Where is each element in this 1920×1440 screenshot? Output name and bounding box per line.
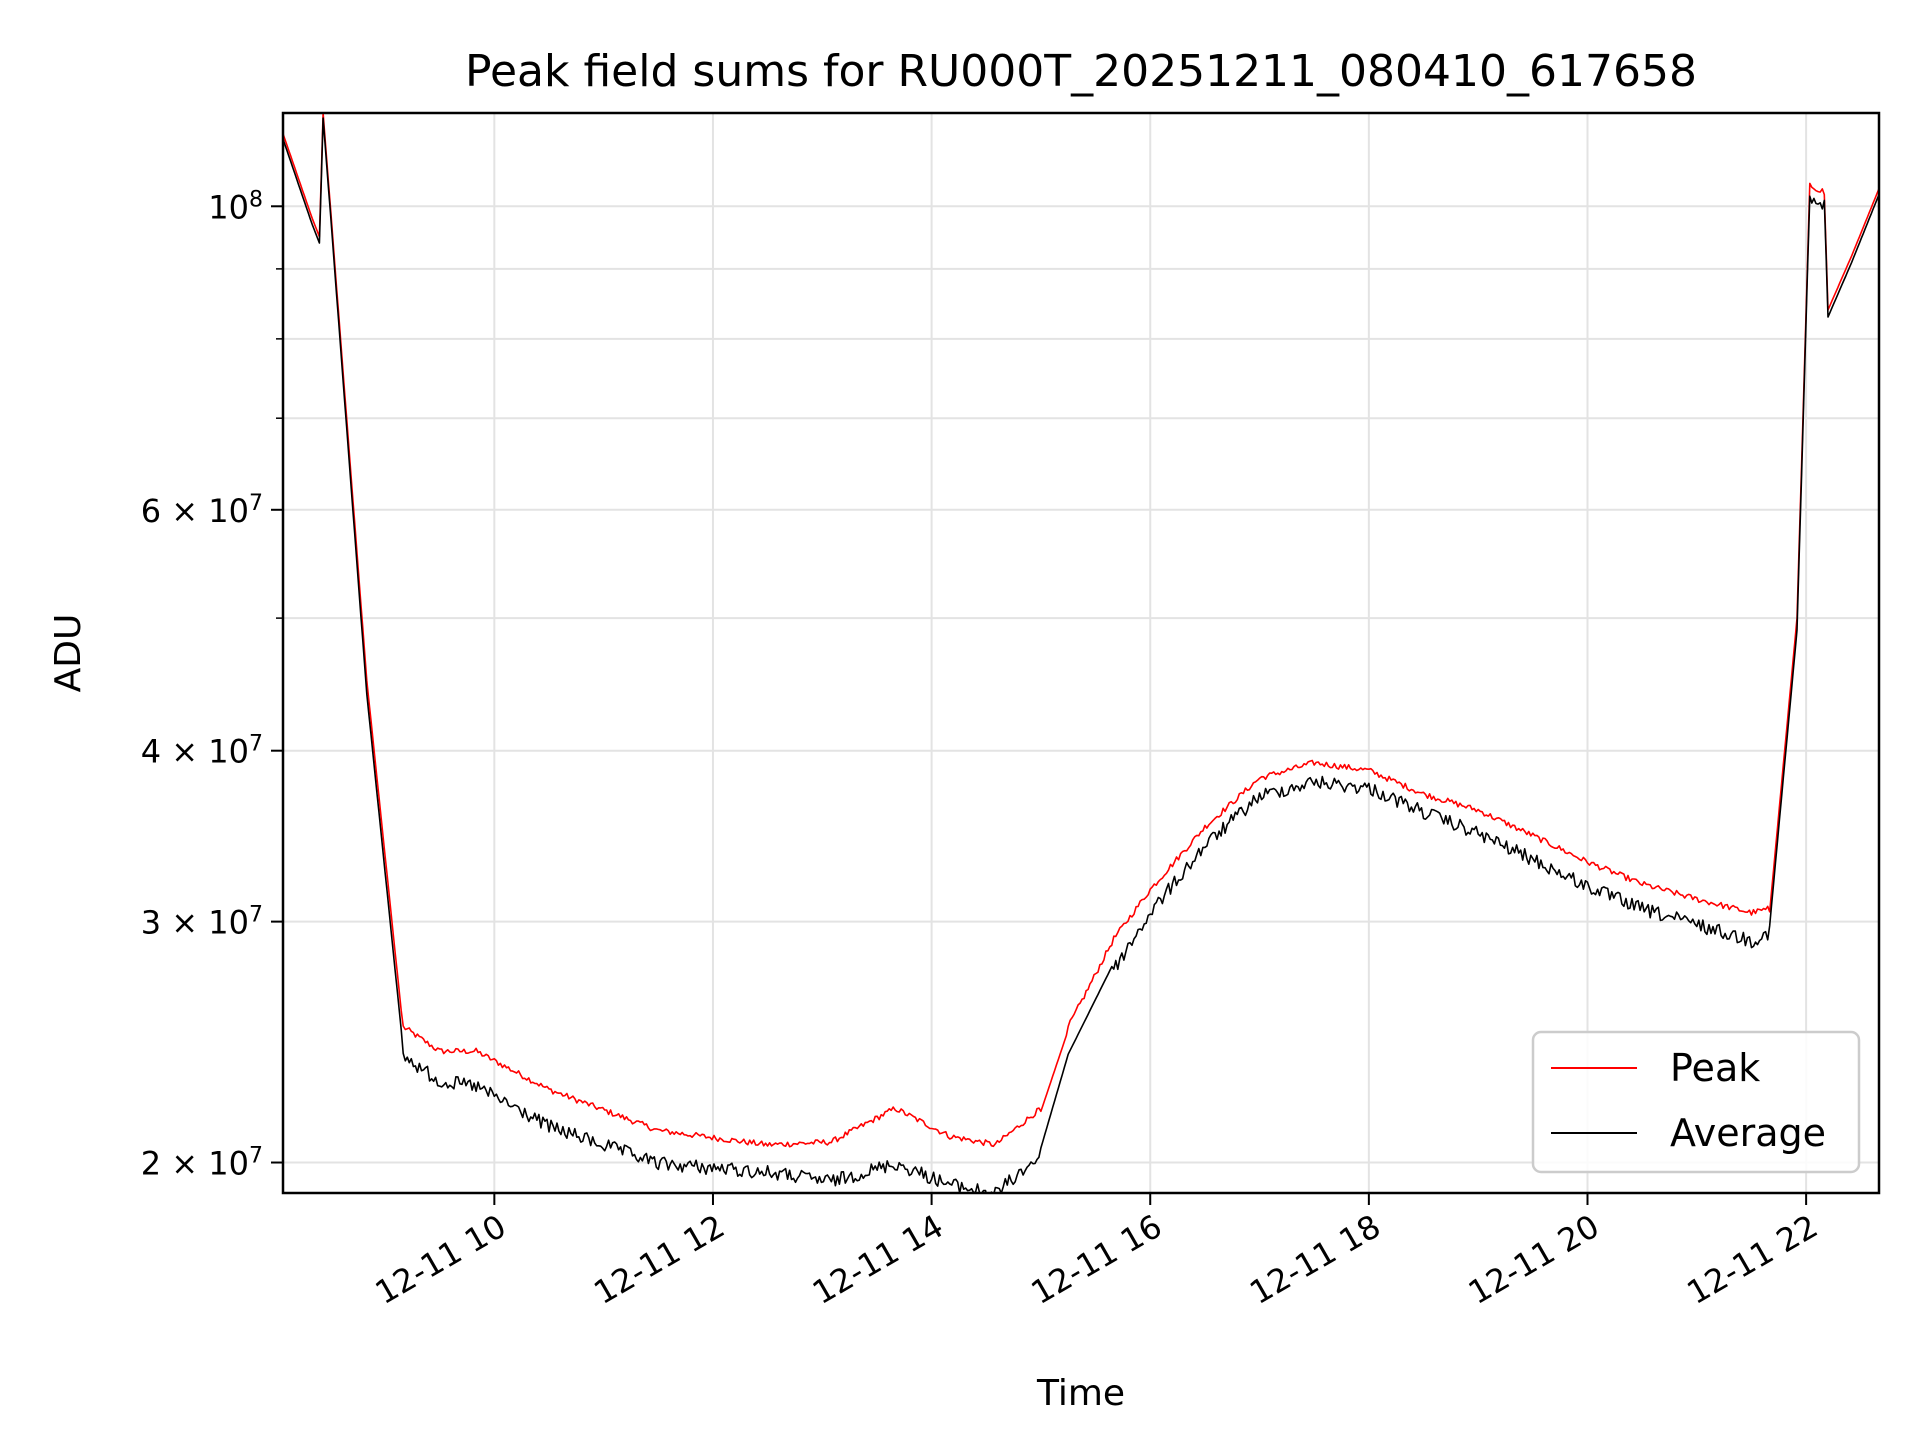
y-tick-label: 4 × 107 [141,731,263,771]
series-layer [283,113,1879,1193]
y-tick-label: 6 × 107 [141,490,263,530]
legend-label-average: Average [1670,1111,1826,1155]
y-axis-label: ADU [48,614,89,693]
y-axis-ticks: 2 × 107 3 × 107 4 × 107 6 × 107 108 [141,187,283,1183]
y-tick-label: 108 [208,187,263,227]
x-axis-label: Time [1036,1373,1125,1414]
chart-title: Peak field sums for RU000T_20251211_0804… [465,46,1697,97]
legend: Peak Average [1531,1030,1861,1174]
grid [283,113,1879,1193]
y-tick-label: 2 × 107 [141,1143,263,1183]
y-tick-label: 3 × 107 [141,902,263,942]
plot-frame [281,111,1881,1195]
series-line-average [283,117,1879,1193]
series-line-peak [283,113,1879,1148]
legend-label-peak: Peak [1670,1046,1760,1090]
